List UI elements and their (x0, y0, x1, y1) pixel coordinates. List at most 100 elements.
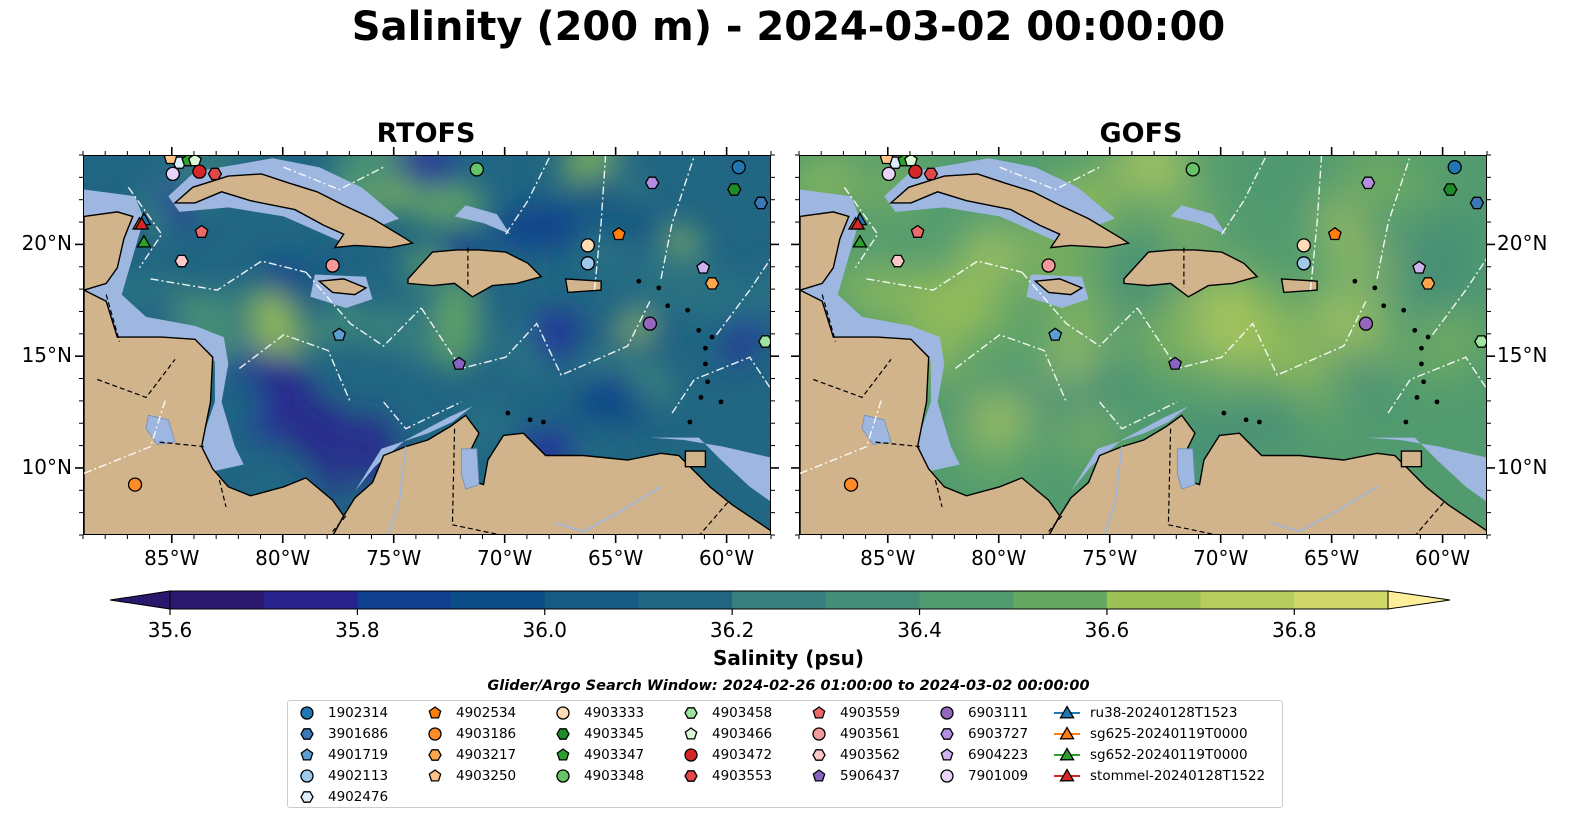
argo-legend-marker (556, 728, 570, 740)
argo-marker-4903466 (904, 156, 918, 167)
legend-item: 4903458 (678, 703, 772, 723)
land-jamaica (1033, 278, 1084, 296)
colorbar-segment (357, 591, 452, 609)
legend-item: 4902113 (294, 766, 388, 786)
argo-marker-1902314 (1447, 160, 1462, 175)
argo-marker-4903562 (890, 254, 905, 268)
lon-tick-label: 85°W (144, 546, 200, 570)
eez-boundary (866, 260, 1023, 291)
legend-circle (684, 748, 698, 762)
argo-marker-4903186 (127, 477, 143, 492)
glider-legend-marker (1054, 747, 1080, 761)
argo-marker-4903472 (908, 164, 923, 179)
lat-tick-label-left: 20°N (21, 231, 72, 256)
eez-boundary (1136, 300, 1367, 377)
national-border (105, 294, 121, 342)
legend-hexagon (812, 749, 826, 761)
legend-pentagon (812, 706, 826, 719)
colorbar-extend-low (110, 590, 171, 610)
shelf-area (354, 406, 473, 492)
shelf-area (84, 189, 244, 474)
national-border (1168, 524, 1216, 534)
colorbar-segment (544, 591, 639, 609)
legend-item: 6903727 (934, 724, 1028, 744)
legend-item-label: 6903727 (968, 726, 1029, 742)
legend-item-label: 4903333 (584, 705, 645, 721)
island (709, 334, 715, 340)
island (703, 345, 708, 351)
legend-item: 4903250 (422, 766, 516, 786)
eez-boundary (150, 260, 307, 291)
legend-item-label: 4901719 (328, 747, 389, 763)
argo-marker-4903250 (879, 156, 894, 165)
legend-item-label: 4903345 (584, 726, 645, 742)
argo-legend-marker (300, 706, 314, 720)
map-canvas-gofs[interactable] (800, 156, 1487, 535)
legend-pentagon (684, 727, 698, 740)
argo-marker-4903345 (1443, 183, 1458, 196)
colorbar-label: Salinity (psu) (712, 646, 864, 670)
land-puertoRico (564, 278, 602, 294)
colorbar-segment (919, 591, 1014, 609)
legend-pentagon (300, 748, 314, 761)
island (665, 303, 671, 309)
argo-marker-4903348 (1185, 162, 1200, 177)
argo-legend-marker (940, 706, 954, 720)
argo-marker-4903186 (843, 477, 859, 492)
colorbar (110, 590, 1451, 615)
eez-boundary (954, 334, 1067, 403)
colorbar-segment (732, 591, 827, 609)
argo-legend-marker (684, 707, 698, 719)
map-panel-gofs[interactable] (799, 155, 1487, 535)
lon-tick-label: 70°W (1193, 546, 1249, 570)
legend-circle (556, 769, 570, 783)
colorbar-tick-label: 36.0 (522, 618, 568, 642)
argo-legend-marker (428, 749, 442, 761)
argo-legend-marker (940, 728, 954, 740)
legend-item-label: 4903562 (840, 747, 901, 763)
eez-boundary (238, 334, 351, 403)
argo-marker-4903561 (325, 258, 340, 273)
legend-circle (300, 769, 314, 783)
legend-item-label: 3901686 (328, 726, 389, 742)
legend-item: 3901686 (294, 724, 388, 744)
argo-marker-6904223 (696, 260, 711, 274)
legend-pentagon (428, 769, 442, 782)
glider-marker-stommel-20240128T1522 (850, 216, 866, 230)
island (1243, 417, 1249, 423)
argo-marker-6903111 (642, 316, 658, 331)
argo-marker-4903345 (727, 183, 742, 196)
glider-legend-marker (1054, 705, 1080, 719)
land-yucatan (84, 211, 134, 291)
legend-circle (556, 706, 570, 720)
legend-item: 4903217 (422, 745, 516, 765)
land-cuba (889, 173, 1131, 249)
island (685, 307, 691, 313)
legend-item: sg625-20240119T0000 (1052, 724, 1248, 744)
colorbar-tick-label: 36.2 (709, 618, 755, 642)
land-puertoRico (1280, 278, 1318, 294)
colorbar-segment (638, 591, 733, 609)
legend-item-label: ru38-20240128T1523 (1090, 705, 1238, 721)
eez-boundary (800, 397, 883, 475)
national-border (97, 359, 176, 399)
colorbar-segment (263, 591, 358, 609)
map-canvas-rtofs[interactable] (84, 156, 771, 535)
eez-boundary (660, 156, 695, 280)
legend-pentagon (428, 706, 442, 719)
argo-marker-4901719 (1048, 327, 1063, 341)
legend-item: 4903561 (806, 724, 900, 744)
glider-marker-sg652-20240119T0000 (852, 234, 868, 248)
island (1381, 303, 1387, 309)
legend-circle (812, 727, 826, 741)
legend-item: 4903472 (678, 745, 772, 765)
national-border (218, 479, 227, 508)
eez-boundary (1309, 156, 1323, 291)
island (1412, 327, 1418, 333)
island (527, 417, 533, 423)
island (696, 327, 702, 333)
map-panel-rtofs[interactable] (83, 155, 771, 535)
argo-marker-4903458 (758, 335, 770, 348)
legend-item: 4903466 (678, 724, 772, 744)
argo-marker-7901009 (165, 166, 180, 182)
